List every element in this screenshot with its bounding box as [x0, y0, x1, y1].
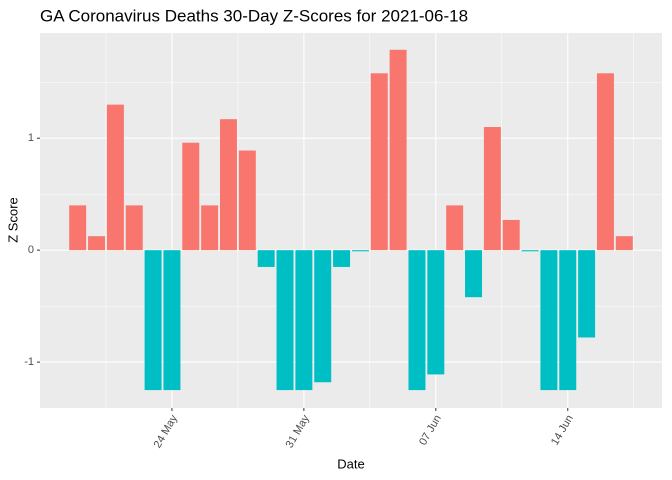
bar — [578, 250, 596, 338]
x-axis-label: Date — [337, 456, 364, 471]
bar — [182, 142, 200, 251]
y-tick-label: 1 — [28, 132, 34, 144]
panel — [40, 33, 662, 408]
bar — [69, 205, 87, 251]
bar — [314, 250, 332, 383]
bar — [370, 73, 388, 251]
bar — [125, 205, 143, 251]
bar — [615, 236, 633, 251]
chart-title: GA Coronavirus Deaths 30-Day Z-Scores fo… — [40, 6, 468, 25]
bar — [465, 250, 482, 298]
bar — [163, 250, 181, 391]
bar — [201, 205, 219, 251]
bar — [106, 104, 124, 251]
x-tick-label: 24 May — [152, 413, 181, 451]
bar — [427, 250, 445, 375]
bar — [408, 250, 426, 391]
bar — [351, 250, 369, 252]
bar — [238, 150, 256, 251]
bar — [521, 250, 539, 252]
x-tick-label: 31 May — [284, 413, 313, 451]
bar — [596, 73, 614, 251]
y-axis-label: Z Score — [5, 197, 20, 243]
bar — [559, 250, 577, 391]
bar — [483, 127, 501, 251]
x-tick-label: 14 Jun — [549, 413, 576, 448]
bar — [389, 49, 407, 251]
bar — [540, 250, 558, 391]
bar — [144, 250, 162, 391]
bar — [220, 119, 237, 251]
x-tick-label: 07 Jun — [417, 413, 444, 448]
bar — [295, 250, 313, 391]
bar — [502, 219, 520, 251]
bar — [88, 236, 106, 251]
bar — [333, 250, 351, 267]
bar — [276, 250, 294, 391]
y-tick-label: 0 — [28, 244, 34, 256]
y-tick-label: -1 — [24, 356, 34, 368]
bar — [446, 205, 464, 251]
bar — [257, 250, 275, 267]
